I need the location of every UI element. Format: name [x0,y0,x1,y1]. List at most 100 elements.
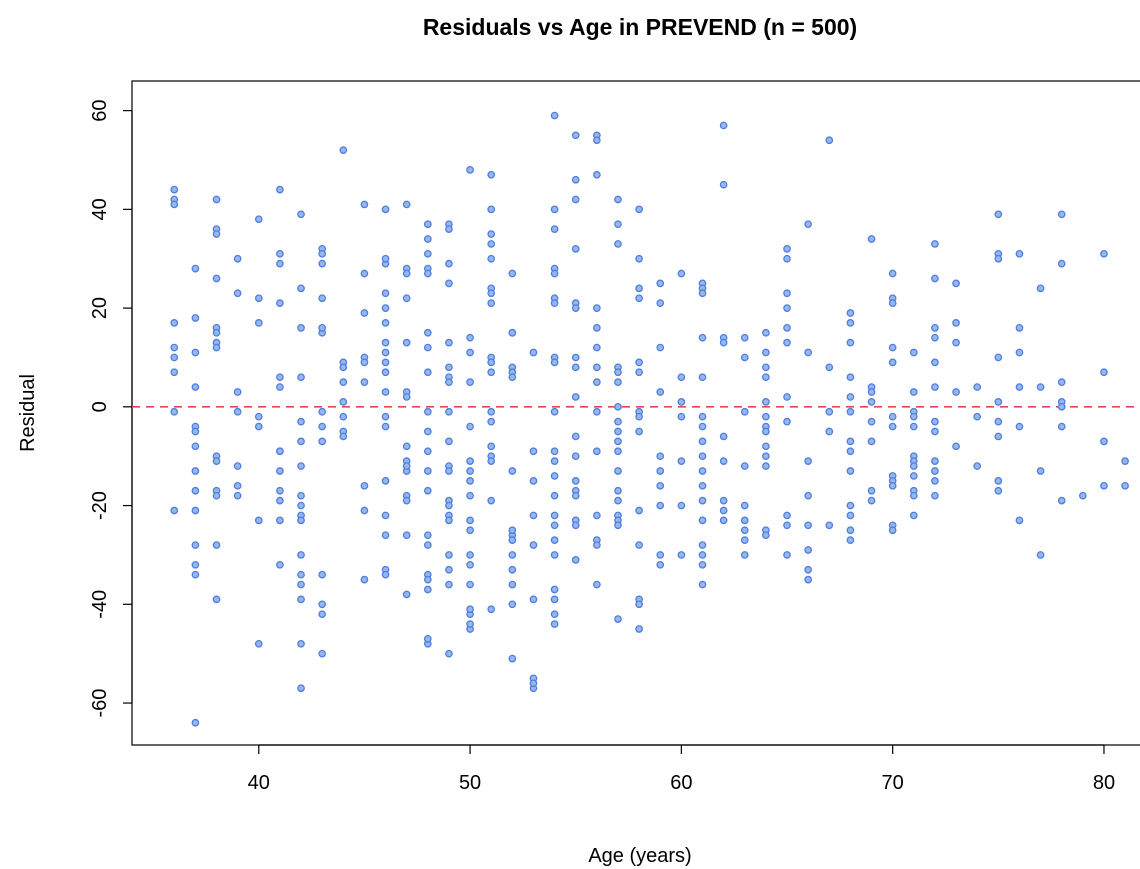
data-point [318,610,327,619]
data-point [635,358,643,367]
data-point [318,323,327,332]
data-point [740,462,749,470]
data-point [888,481,897,490]
data-point [191,427,200,436]
data-point [550,472,559,480]
x-tick-label: 70 [882,772,904,794]
data-point [804,220,813,229]
data-point [445,551,453,559]
data-point [254,294,263,303]
data-point [276,299,284,308]
data-point [423,635,432,643]
data-point [635,368,643,377]
data-point [825,407,834,416]
data-point [719,432,728,441]
data-point [1015,422,1024,431]
data-point [994,254,1003,263]
data-point [276,373,284,382]
data-point [783,393,791,401]
data-point [846,467,855,475]
data-point [1121,457,1129,465]
data-point [804,546,813,554]
data-point [783,521,791,530]
data-point [466,560,474,569]
data-point [445,338,453,347]
data-point [635,254,643,263]
data-point [846,526,855,535]
data-point [762,442,770,451]
data-point [952,279,960,288]
data-point [888,422,897,431]
data-point [804,491,813,500]
data-point [318,422,327,431]
data-point [804,575,813,584]
data-point [550,447,559,456]
data-point [212,595,221,604]
data-point [762,348,770,357]
data-point [783,338,791,347]
x-axis-label: Age (years) [588,845,691,867]
data-point [593,363,601,372]
data-point [550,358,559,367]
data-point [212,343,221,352]
data-point [170,368,179,377]
data-point [698,452,707,461]
data-point [931,274,939,283]
data-point [952,442,960,451]
data-point [571,393,580,401]
data-point [170,506,179,515]
data-point [423,343,432,352]
data-point [719,338,728,347]
data-point [867,417,876,426]
data-point [1100,481,1108,490]
data-point [423,368,432,377]
data-point [1100,249,1108,258]
data-point [635,294,643,303]
data-point [445,565,453,574]
data-point [508,580,517,589]
x-tick-label: 80 [1093,772,1115,794]
data-point [445,467,453,475]
data-point [233,481,242,490]
data-point [1057,378,1066,386]
data-point [508,551,517,559]
data-point [381,422,390,431]
data-point [276,447,284,456]
data-point [318,570,327,579]
data-point [846,393,855,401]
data-point [191,467,200,475]
data-point [212,230,221,238]
data-point [1100,368,1108,377]
data-point [719,496,728,505]
data-point [423,328,432,337]
data-point [973,383,982,391]
data-point [571,521,580,530]
data-point [888,343,897,352]
data-point [614,220,622,229]
data-point [550,536,559,544]
data-point [1036,467,1045,475]
data-point [593,447,601,456]
data-point [466,378,474,386]
data-point [550,491,559,500]
data-point [550,205,559,214]
data-point [635,284,643,293]
data-point [381,358,390,367]
data-point [909,511,918,520]
data-point [445,378,453,386]
data-point [318,437,327,446]
data-point [508,536,517,544]
data-point [846,338,855,347]
data-point [381,289,390,298]
data-point [931,467,939,475]
data-point [254,516,263,525]
data-point [254,215,263,224]
data-point [466,516,474,525]
data-point [677,457,686,465]
data-point [381,531,390,540]
y-tick-label: 20 [89,297,111,319]
data-point [909,491,918,500]
data-point [339,432,348,441]
data-point [191,541,200,549]
data-point [487,205,496,214]
